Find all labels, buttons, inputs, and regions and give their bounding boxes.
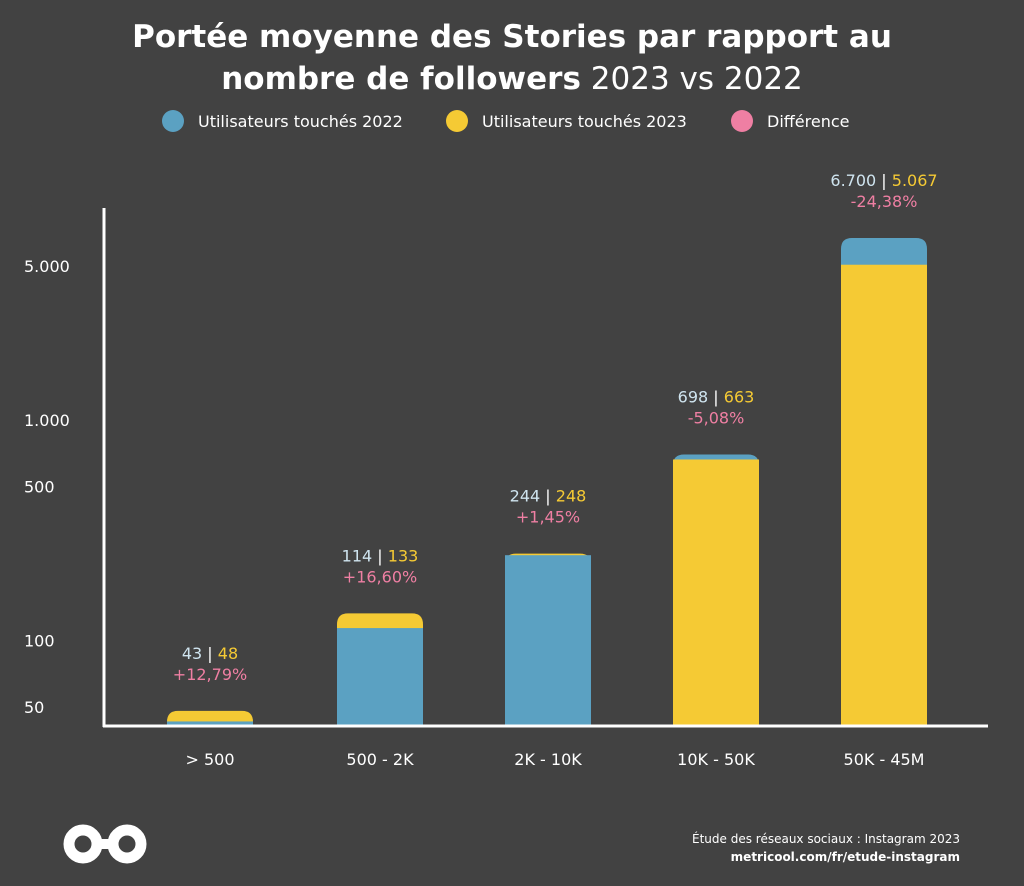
metricool-infinity-logo-icon — [63, 824, 147, 864]
legend-label-2022: Utilisateurs touchés 2022 — [198, 111, 403, 131]
value-label-2022-2: 244 — [510, 487, 541, 506]
value-labels-0: 43 | 48 — [182, 644, 238, 663]
chart-legend: Utilisateurs touchés 2022 Utilisateurs t… — [0, 110, 1024, 140]
bar-2022-0 — [167, 721, 253, 726]
value-label-2023-3: 663 — [724, 388, 755, 407]
chart-title: Portée moyenne des Stories par rapport a… — [0, 16, 1024, 100]
value-labels-4: 6.700 | 5.067 — [830, 171, 937, 190]
value-label-2022-4: 6.700 — [830, 171, 876, 190]
difference-label-4: -24,38% — [851, 192, 918, 211]
legend-item-2023: Utilisateurs touchés 2023 — [446, 110, 687, 132]
x-tick-label-4: 50K - 45M — [844, 750, 925, 769]
value-label-separator-1: | — [372, 546, 388, 565]
y-tick-label-2: 500 — [24, 478, 55, 497]
title-line-2-light: 2023 vs 2022 — [590, 61, 803, 97]
x-tick-label-1: 500 - 2K — [346, 750, 414, 769]
value-label-2023-2: 248 — [556, 487, 587, 506]
legend-item-2022: Utilisateurs touchés 2022 — [162, 110, 403, 132]
bar-2023-3 — [673, 459, 759, 726]
y-tick-label-1: 100 — [24, 632, 55, 651]
x-tick-label-2: 2K - 10K — [514, 750, 582, 769]
difference-label-0: +12,79% — [173, 665, 247, 684]
value-labels-1: 114 | 133 — [342, 546, 419, 565]
bar-2023-4 — [841, 264, 927, 726]
x-tick-label-0: > 500 — [185, 750, 234, 769]
legend-label-difference: Différence — [767, 111, 850, 131]
footer-source: Étude des réseaux sociaux : Instagram 20… — [692, 832, 960, 846]
value-label-2023-4: 5.067 — [892, 171, 938, 190]
difference-label-3: -5,08% — [688, 409, 745, 428]
legend-dot-2022 — [162, 110, 184, 132]
title-line-2: nombre de followers 2023 vs 2022 — [0, 58, 1024, 100]
bar-2022-1 — [337, 628, 423, 726]
value-labels-2: 244 | 248 — [510, 487, 587, 506]
footer: Étude des réseaux sociaux : Instagram 20… — [692, 830, 960, 866]
title-line-1: Portée moyenne des Stories par rapport a… — [132, 19, 892, 55]
value-label-2022-1: 114 — [342, 546, 373, 565]
value-label-2022-0: 43 — [182, 644, 202, 663]
legend-dot-difference — [731, 110, 753, 132]
y-tick-label-4: 5.000 — [24, 257, 70, 276]
title-line-2-bold: nombre de followers — [221, 61, 581, 97]
value-label-separator-2: | — [540, 487, 556, 506]
value-label-separator-0: | — [202, 644, 218, 663]
legend-label-2023: Utilisateurs touchés 2023 — [482, 111, 687, 131]
difference-label-1: +16,60% — [343, 567, 417, 586]
y-tick-label-3: 1.000 — [24, 411, 70, 430]
y-tick-label-0: 50 — [24, 698, 44, 717]
bar-2022-2 — [505, 555, 591, 726]
footer-url: metricool.com/fr/etude-instagram — [730, 850, 960, 864]
legend-item-difference: Différence — [731, 110, 849, 132]
value-label-2023-0: 48 — [218, 644, 238, 663]
value-label-2023-1: 133 — [388, 546, 419, 565]
value-labels-3: 698 | 663 — [678, 388, 755, 407]
value-label-2022-3: 698 — [678, 388, 709, 407]
difference-label-2: +1,45% — [516, 508, 580, 527]
x-tick-label-3: 10K - 50K — [677, 750, 755, 769]
value-label-separator-3: | — [708, 388, 724, 407]
legend-dot-2023 — [446, 110, 468, 132]
value-label-separator-4: | — [876, 171, 892, 190]
